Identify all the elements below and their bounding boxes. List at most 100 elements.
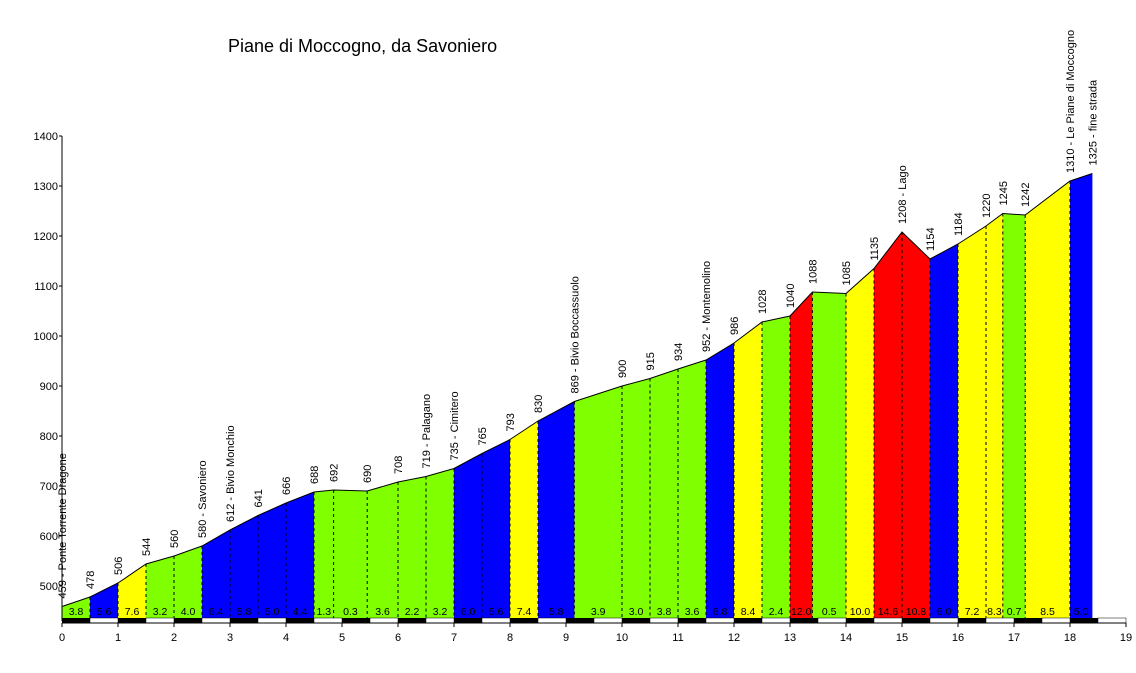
y-tick-label: 1200 [34, 231, 58, 243]
segment-area [874, 232, 902, 621]
segment-area [986, 213, 1003, 621]
x-tick-label: 19 [1120, 632, 1132, 644]
profile-outline [61, 173, 1093, 607]
km-band-dark [790, 618, 818, 623]
x-tick-label: 15 [896, 632, 908, 644]
segment-area [146, 556, 174, 621]
grade-label: 5.8 [549, 606, 564, 618]
x-tick-label: 4 [283, 632, 289, 644]
y-tick-label: 1400 [34, 131, 58, 143]
grade-label: 0.3 [343, 606, 358, 618]
x-tick-label: 17 [1008, 632, 1020, 644]
y-tick-label: 1300 [34, 181, 58, 193]
point-label: 690 [362, 465, 374, 483]
grade-label: 10.8 [906, 606, 927, 618]
grade-label: 3.8 [657, 606, 672, 618]
x-tick-label: 16 [952, 632, 964, 644]
y-tick-label: 1100 [34, 281, 58, 293]
point-label: 1242 [1020, 183, 1032, 207]
point-label: 869 - Bivio Boccassuolo [569, 276, 581, 393]
km-band-light [257, 617, 287, 624]
point-label: 735 - Cimitero [449, 391, 461, 460]
profile-line [61, 173, 1093, 607]
point-labels: 459 - Ponte Torrente Dragone 478 506 544 560… [57, 30, 1099, 599]
km-band-dark [62, 618, 90, 623]
km-band-dark [734, 618, 762, 623]
km-band-dark [174, 618, 202, 623]
grade-label: 6.0 [461, 606, 476, 618]
point-label: 666 [281, 477, 293, 495]
km-band-dark [454, 618, 482, 623]
point-label: 1220 [981, 194, 993, 218]
segment-dividers [89, 181, 1071, 621]
chart-title: Piane di Moccogno, da Savoniero [228, 36, 497, 56]
grade-label: 6.8 [713, 606, 728, 618]
grade-label: 2.4 [769, 606, 784, 618]
point-label: 830 [533, 395, 545, 413]
grade-label: 0.5 [822, 606, 837, 618]
x-tick-label: 1 [115, 632, 121, 644]
km-band-light [537, 617, 567, 624]
segment-area [846, 268, 874, 621]
grade-label: 2.2 [405, 606, 420, 618]
grade-label: 3.0 [629, 606, 644, 618]
km-band-light [593, 617, 623, 624]
km-band-light [481, 617, 511, 624]
segment-area [622, 378, 650, 621]
segment-area [538, 401, 575, 621]
grade-label: 7.4 [517, 606, 532, 618]
segment-area [958, 226, 986, 621]
point-label: 719 - Palagano [421, 394, 433, 469]
segment-area [482, 439, 510, 621]
point-label: 692 [329, 464, 341, 482]
grade-label: 6.4 [209, 606, 224, 618]
km-band-dark [846, 618, 874, 623]
km-band-dark [678, 618, 706, 623]
grade-label: 3.2 [153, 606, 168, 618]
point-label: 793 [505, 413, 517, 431]
segment-area [174, 546, 202, 621]
grade-label: 5.0 [1074, 606, 1089, 618]
segment-area [574, 386, 622, 621]
km-band-dark [510, 618, 538, 623]
x-tick-label: 14 [840, 632, 852, 644]
grade-label: 0.7 [1007, 606, 1022, 618]
segment-area [398, 476, 426, 621]
segment-area [367, 482, 398, 621]
km-band-light [873, 617, 903, 624]
point-label: 560 [169, 530, 181, 548]
segment-area [812, 292, 846, 621]
point-label: 459 - Ponte Torrente Dragone [57, 453, 69, 598]
y-tick-label: 800 [40, 431, 58, 443]
km-band-light [201, 617, 231, 624]
grade-label: 5.8 [237, 606, 252, 618]
point-label: 1245 [998, 181, 1010, 205]
segment-area [426, 468, 454, 621]
x-tick-label: 6 [395, 632, 401, 644]
km-band-dark [958, 618, 986, 623]
point-label: 708 [393, 456, 405, 474]
grade-label: 6.0 [937, 606, 952, 618]
y-tick-label: 1000 [34, 331, 58, 343]
grade-label: 4.4 [293, 606, 308, 618]
segment-area [1025, 181, 1070, 621]
grade-label: 8.4 [741, 606, 756, 618]
km-band-dark [286, 618, 314, 623]
y-tick-label: 600 [40, 531, 58, 543]
segment-area [650, 369, 678, 621]
x-tick-label: 13 [784, 632, 796, 644]
segment-area [1002, 213, 1026, 621]
point-label: 580 - Savoniero [197, 460, 209, 538]
km-band-dark [342, 618, 370, 623]
point-label: 900 [617, 360, 629, 378]
segment-area [678, 360, 706, 621]
km-band-light [761, 617, 791, 624]
km-band-light [649, 617, 679, 624]
x-tick-label: 3 [227, 632, 233, 644]
x-tick-label: 7 [451, 632, 457, 644]
segment-area [202, 530, 230, 621]
segment-area [790, 292, 813, 621]
segment-area [333, 490, 368, 621]
km-band-dark [622, 618, 650, 623]
km-band-dark [118, 618, 146, 623]
